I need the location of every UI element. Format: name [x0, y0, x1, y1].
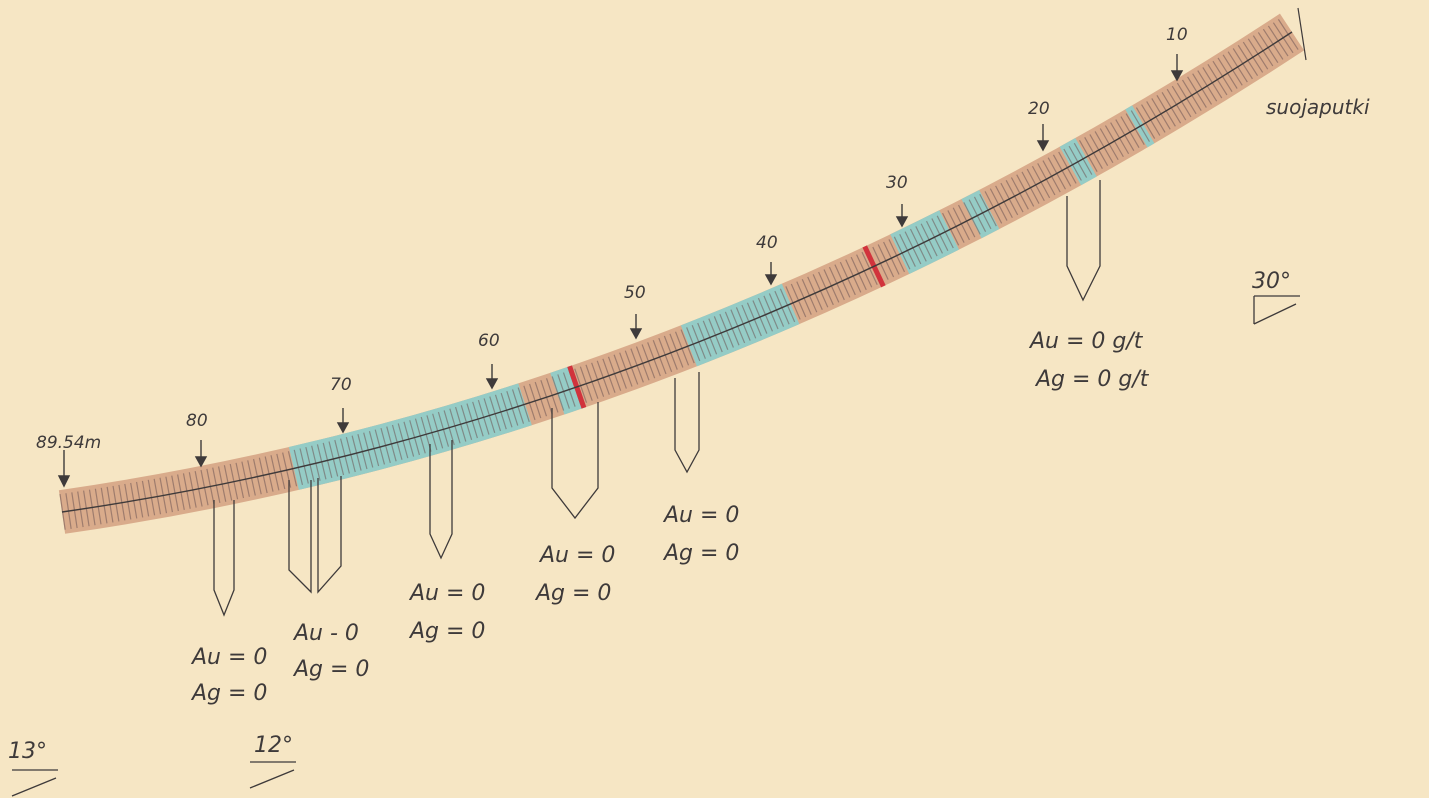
hole-axis — [61, 31, 1293, 513]
casing-end — [1297, 7, 1307, 61]
altered-interval — [62, 32, 1292, 512]
quartz-vein — [62, 32, 1292, 512]
depth-label-30: 30 — [886, 173, 908, 193]
assay-au: Au = 0 — [538, 543, 615, 568]
casing-label: suojaputki — [1266, 95, 1370, 119]
assay-au: Au - 0 — [292, 621, 359, 646]
core-texture — [62, 32, 1292, 512]
assay-ag: Ag = 0 — [408, 619, 485, 644]
assay-au: Au = 0 — [190, 645, 267, 670]
assay-au: Au = 0 — [408, 581, 485, 606]
dip-angle-12: 12° — [254, 733, 293, 758]
altered-interval — [62, 32, 1292, 512]
depth-label-40: 40 — [756, 233, 778, 253]
dip-symbols — [11, 295, 1300, 797]
core-strip — [61, 7, 1307, 513]
assay-ag: Ag = 0 — [190, 681, 267, 706]
assay-ag: Ag = 0 — [292, 657, 369, 682]
assay-au: Au = 0 g/t — [1028, 329, 1144, 354]
altered-interval — [62, 32, 1292, 512]
depth-label-20: 20 — [1028, 99, 1050, 119]
quartz-vein — [62, 32, 1292, 512]
assay-ag: Ag = 0 — [534, 581, 611, 606]
altered-interval — [62, 32, 1292, 512]
rock-interval — [62, 32, 1292, 512]
assay-au: Au = 0 — [662, 503, 739, 528]
end-depth-label: 89.54m — [36, 433, 101, 453]
altered-interval — [62, 32, 1292, 512]
depth-label-10: 10 — [1166, 25, 1188, 45]
depth-label-70: 70 — [330, 375, 352, 395]
depth-label-80: 80 — [186, 411, 208, 431]
altered-interval — [62, 32, 1292, 512]
depth-label-50: 50 — [624, 283, 646, 303]
assay-ag: Ag = 0 — [662, 541, 739, 566]
sample-pointers — [213, 180, 1101, 617]
depth-label-60: 60 — [478, 331, 500, 351]
dip-angle-30: 30° — [1252, 269, 1291, 294]
depth-arrows — [57, 54, 1184, 488]
altered-interval — [62, 32, 1292, 512]
dip-angle-13: 13° — [8, 739, 47, 764]
assay-ag: Ag = 0 g/t — [1034, 367, 1150, 392]
